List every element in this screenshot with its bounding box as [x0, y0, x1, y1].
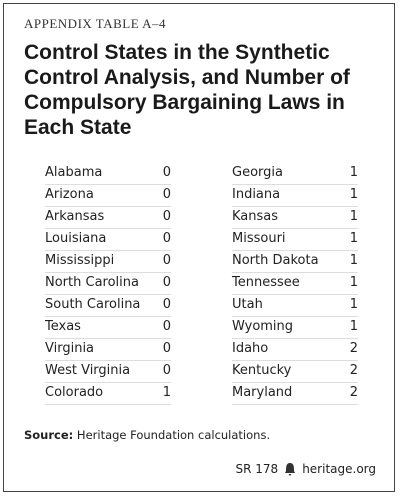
law-count: 0 — [162, 363, 171, 378]
table-row: Maryland 2 — [232, 382, 358, 405]
law-count: 1 — [349, 275, 358, 290]
state-name: Utah — [232, 297, 263, 312]
state-name: South Carolina — [45, 297, 141, 312]
state-name: North Carolina — [45, 275, 139, 290]
table-row: North Dakota 1 — [232, 250, 358, 273]
bell-icon — [285, 463, 296, 476]
law-count: 0 — [162, 297, 171, 312]
state-name: Kentucky — [232, 363, 292, 378]
law-count: 1 — [349, 187, 358, 202]
table-row: West Virginia 0 — [45, 360, 171, 383]
state-name: Idaho — [232, 341, 269, 356]
law-count: 0 — [162, 253, 171, 268]
law-count: 1 — [349, 253, 358, 268]
law-count: 0 — [162, 187, 171, 202]
state-name: Tennessee — [232, 275, 300, 290]
law-count: 0 — [162, 209, 171, 224]
state-name: Kansas — [232, 209, 279, 224]
table-row: North Carolina 0 — [45, 272, 171, 295]
state-name: Alabama — [45, 165, 103, 180]
site: heritage.org — [302, 462, 376, 476]
table-row: Idaho 2 — [232, 338, 358, 361]
source: Source: Heritage Foundation calculations… — [24, 428, 270, 442]
law-count: 1 — [349, 165, 358, 180]
table-row: Georgia 1 — [232, 162, 358, 185]
state-name: Virginia — [45, 341, 95, 356]
state-name: Louisiana — [45, 231, 107, 246]
state-name: Georgia — [232, 165, 283, 180]
source-label: Source: — [24, 428, 74, 442]
table-row: Indiana 1 — [232, 184, 358, 207]
table-row: Arkansas 0 — [45, 206, 171, 229]
table-row: Colorado 1 — [45, 382, 171, 405]
law-count: 2 — [349, 341, 358, 356]
table-row: Arizona 0 — [45, 184, 171, 207]
table-row: Louisiana 0 — [45, 228, 171, 251]
table-row: Kansas 1 — [232, 206, 358, 229]
table-row: Utah 1 — [232, 294, 358, 317]
law-count: 1 — [349, 319, 358, 334]
state-name: Wyoming — [232, 319, 294, 334]
table-row: Texas 0 — [45, 316, 171, 339]
table-title: Control States in the Synthetic Control … — [24, 41, 350, 139]
table-row: Alabama 0 — [45, 162, 171, 185]
state-name: Texas — [45, 319, 81, 334]
law-count: 0 — [162, 341, 171, 356]
source-text: Heritage Foundation calculations. — [76, 428, 271, 442]
table-row: Tennessee 1 — [232, 272, 358, 295]
state-name: Arkansas — [45, 209, 105, 224]
table-label: APPENDIX TABLE A–4 — [24, 16, 167, 31]
table-row: Wyoming 1 — [232, 316, 358, 339]
state-name: Missouri — [232, 231, 286, 246]
state-name: Mississippi — [45, 253, 115, 268]
state-name: West Virginia — [45, 363, 131, 378]
state-name: Maryland — [232, 385, 293, 400]
law-count: 0 — [162, 231, 171, 246]
state-name: Indiana — [232, 187, 281, 202]
law-count: 2 — [349, 363, 358, 378]
table-row: South Carolina 0 — [45, 294, 171, 317]
table-row: Virginia 0 — [45, 338, 171, 361]
law-count: 1 — [349, 297, 358, 312]
table-row: Mississippi 0 — [45, 250, 171, 273]
footer: SR 178 heritage.org — [235, 462, 376, 476]
law-count: 0 — [162, 275, 171, 290]
table-row: Missouri 1 — [232, 228, 358, 251]
law-count: 2 — [349, 385, 358, 400]
law-count: 0 — [162, 319, 171, 334]
law-count: 1 — [162, 385, 171, 400]
report-number: SR 178 — [235, 462, 279, 476]
state-name: Arizona — [45, 187, 94, 202]
state-name: Colorado — [45, 385, 104, 400]
law-count: 0 — [162, 165, 171, 180]
frame — [3, 3, 395, 492]
law-count: 1 — [349, 209, 358, 224]
state-name: North Dakota — [232, 253, 319, 268]
law-count: 1 — [349, 231, 358, 246]
table-row: Kentucky 2 — [232, 360, 358, 383]
